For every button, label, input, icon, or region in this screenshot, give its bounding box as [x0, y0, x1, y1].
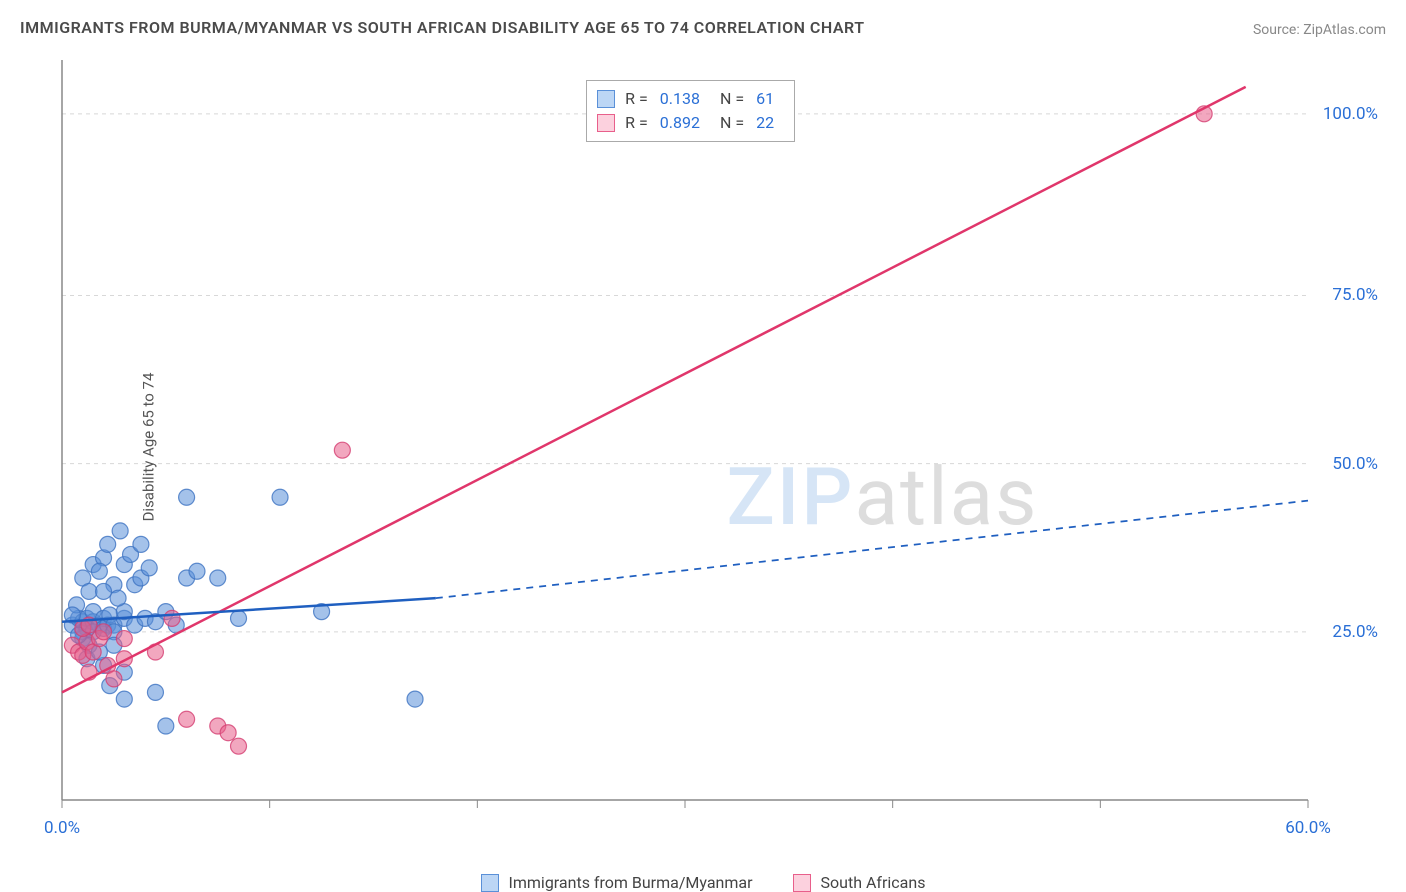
- chart-area: Disability Age 65 to 74 R =0.138N =61R =…: [56, 52, 1386, 842]
- r-value: 0.138: [660, 87, 700, 111]
- legend-swatch: [793, 874, 811, 892]
- n-value: 22: [756, 111, 774, 135]
- source-prefix: Source:: [1253, 22, 1303, 38]
- legend-item: South Africans: [793, 873, 926, 892]
- page-title: IMMIGRANTS FROM BURMA/MYANMAR VS SOUTH A…: [20, 18, 865, 37]
- stats-swatch: [597, 90, 615, 108]
- n-label: N =: [720, 111, 744, 135]
- y-tick-label: 50.0%: [1332, 454, 1378, 474]
- source-link[interactable]: ZipAtlas.com: [1303, 22, 1386, 38]
- stats-row: R = 0.892 N = 22: [597, 111, 784, 135]
- y-axis-label: Disability Age 65 to 74: [139, 373, 157, 522]
- r-label: R =: [625, 87, 648, 111]
- r-label: R =: [625, 111, 648, 135]
- scatter-chart: [56, 52, 1386, 842]
- n-value: 61: [756, 87, 774, 111]
- r-value: 0.892: [660, 111, 700, 135]
- legend-label: South Africans: [821, 873, 926, 892]
- correlation-stats-box: R = 0.138 N = 61 R = 0.892 N = 22: [586, 80, 795, 142]
- y-tick-label: 25.0%: [1332, 622, 1378, 642]
- x-tick-label: 60.0%: [1285, 818, 1331, 838]
- n-label: N =: [720, 87, 744, 111]
- stats-row: R = 0.138 N = 61: [597, 87, 784, 111]
- y-tick-label: 100.0%: [1323, 104, 1378, 124]
- stats-swatch: [597, 114, 615, 132]
- source-label: Source: ZipAtlas.com: [1253, 22, 1386, 38]
- bottom-legend: Immigrants from Burma/Myanmar South Afric…: [0, 873, 1406, 892]
- legend-label: Immigrants from Burma/Myanmar: [509, 873, 753, 892]
- legend-item: Immigrants from Burma/Myanmar: [481, 873, 753, 892]
- y-tick-label: 75.0%: [1332, 285, 1378, 305]
- legend-swatch: [481, 874, 499, 892]
- x-tick-label: 0.0%: [44, 818, 80, 838]
